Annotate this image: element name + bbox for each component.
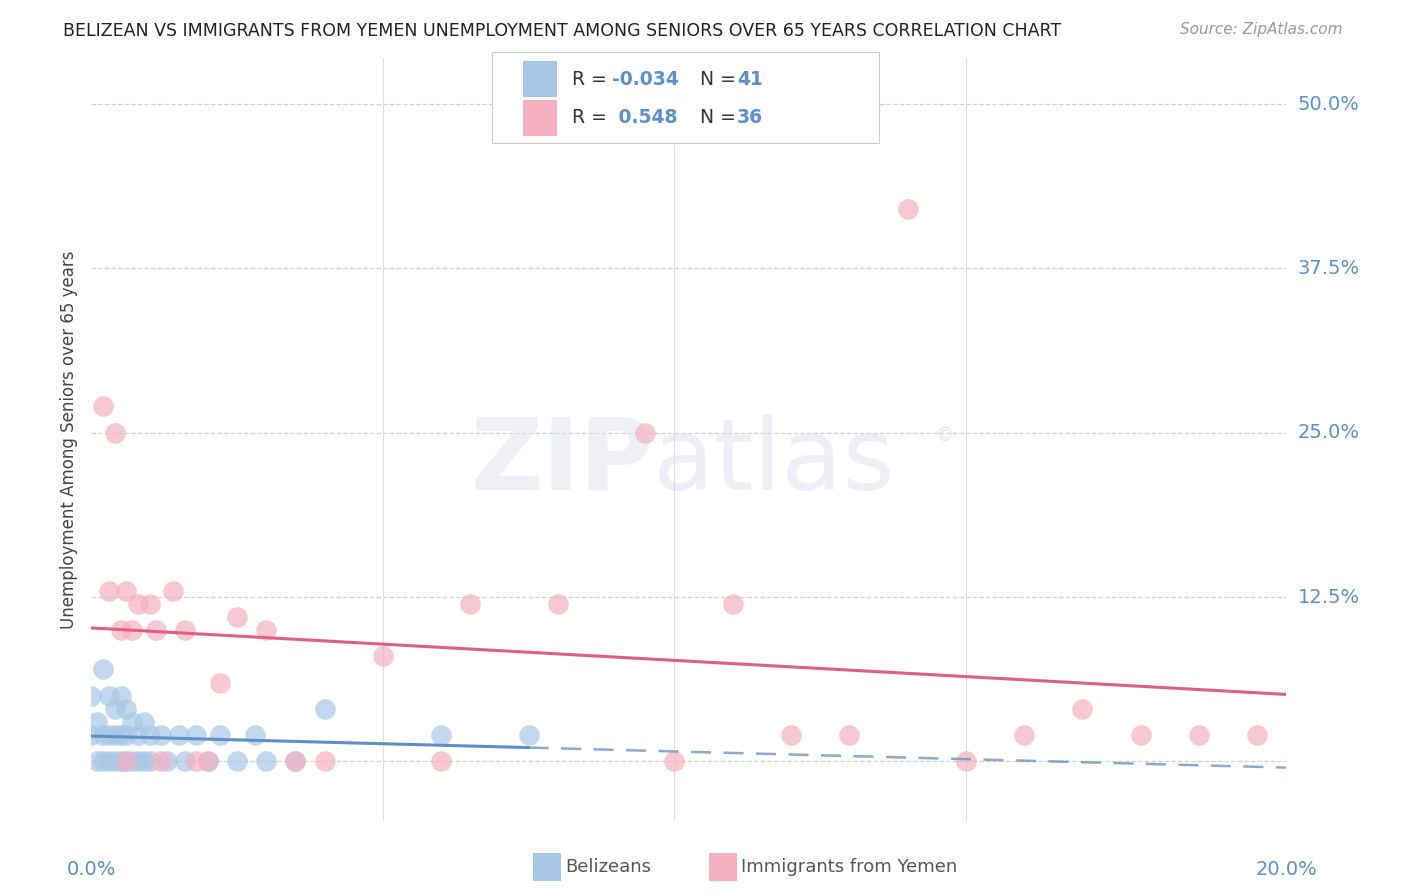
Point	[127, 755, 149, 769]
Point	[284, 755, 307, 769]
Point	[314, 702, 336, 716]
Point	[97, 728, 120, 742]
Text: Immigrants from Yemen: Immigrants from Yemen	[741, 858, 957, 876]
Point	[284, 755, 307, 769]
Text: -0.034: -0.034	[612, 70, 679, 88]
Text: 20.0%: 20.0%	[1256, 860, 1317, 879]
Text: Belizeans: Belizeans	[565, 858, 651, 876]
Text: BELIZEAN VS IMMIGRANTS FROM YEMEN UNEMPLOYMENT AMONG SENIORS OVER 65 YEARS CORRE: BELIZEAN VS IMMIGRANTS FROM YEMEN UNEMPL…	[63, 22, 1062, 40]
Point	[186, 728, 208, 742]
Point	[226, 610, 249, 624]
Point	[162, 583, 184, 598]
Point	[430, 728, 453, 742]
Point	[138, 728, 160, 742]
Point	[664, 755, 686, 769]
Text: N =: N =	[688, 108, 741, 128]
Point	[780, 728, 803, 742]
Point	[80, 689, 103, 703]
Point	[115, 755, 138, 769]
Point	[132, 755, 155, 769]
Point	[186, 755, 208, 769]
Point	[80, 728, 103, 742]
Point	[121, 755, 143, 769]
Text: Source: ZipAtlas.com: Source: ZipAtlas.com	[1180, 22, 1343, 37]
Point	[115, 728, 138, 742]
Point	[314, 755, 336, 769]
Point	[1188, 728, 1211, 742]
Point	[1246, 728, 1268, 742]
Point	[145, 623, 167, 637]
Point	[226, 755, 249, 769]
Text: ZIP: ZIP	[470, 414, 652, 511]
Y-axis label: Unemployment Among Seniors over 65 years: Unemployment Among Seniors over 65 years	[59, 250, 77, 629]
Point	[121, 714, 143, 729]
Text: 37.5%: 37.5%	[1298, 259, 1360, 278]
Text: 41: 41	[737, 70, 762, 88]
Point	[91, 662, 114, 676]
Point	[150, 728, 173, 742]
Point	[97, 689, 120, 703]
Point	[115, 583, 138, 598]
Point	[634, 425, 657, 440]
Point	[127, 597, 149, 611]
Point	[104, 702, 127, 716]
Text: R =: R =	[572, 108, 613, 128]
Point	[97, 755, 120, 769]
Point	[91, 728, 114, 742]
Text: atlas: atlas	[652, 414, 894, 511]
Point	[91, 755, 114, 769]
Point	[115, 755, 138, 769]
Point	[460, 597, 482, 611]
Point	[371, 649, 394, 664]
Text: 0.548: 0.548	[612, 108, 678, 128]
Point	[1012, 728, 1035, 742]
Point	[254, 623, 277, 637]
Text: ©: ©	[934, 426, 953, 445]
Point	[547, 597, 569, 611]
Point	[197, 755, 219, 769]
Point	[167, 728, 190, 742]
Text: 36: 36	[737, 108, 763, 128]
Point	[430, 755, 453, 769]
Point	[115, 702, 138, 716]
Point	[150, 755, 173, 769]
Point	[127, 728, 149, 742]
Point	[1129, 728, 1152, 742]
Point	[254, 755, 277, 769]
Point	[896, 202, 918, 217]
Point	[104, 728, 127, 742]
Point	[132, 714, 155, 729]
Point	[838, 728, 860, 742]
Text: R =: R =	[572, 70, 613, 88]
Text: N =: N =	[688, 70, 741, 88]
Point	[86, 714, 108, 729]
Point	[517, 728, 540, 742]
Point	[138, 755, 160, 769]
Point	[138, 597, 160, 611]
Point	[721, 597, 744, 611]
Point	[121, 623, 143, 637]
Point	[110, 728, 132, 742]
Point	[1071, 702, 1094, 716]
Point	[208, 728, 231, 742]
Point	[955, 755, 977, 769]
Point	[173, 755, 195, 769]
Point	[197, 755, 219, 769]
Point	[156, 755, 179, 769]
Point	[110, 755, 132, 769]
Text: 12.5%: 12.5%	[1298, 588, 1360, 607]
Point	[104, 425, 127, 440]
Text: 0.0%: 0.0%	[66, 860, 117, 879]
Point	[110, 689, 132, 703]
Point	[243, 728, 266, 742]
Text: 50.0%: 50.0%	[1298, 95, 1360, 113]
Point	[97, 583, 120, 598]
Point	[104, 755, 127, 769]
Point	[173, 623, 195, 637]
Point	[208, 675, 231, 690]
Point	[110, 623, 132, 637]
Point	[91, 400, 114, 414]
Text: 25.0%: 25.0%	[1298, 423, 1360, 442]
Point	[86, 755, 108, 769]
